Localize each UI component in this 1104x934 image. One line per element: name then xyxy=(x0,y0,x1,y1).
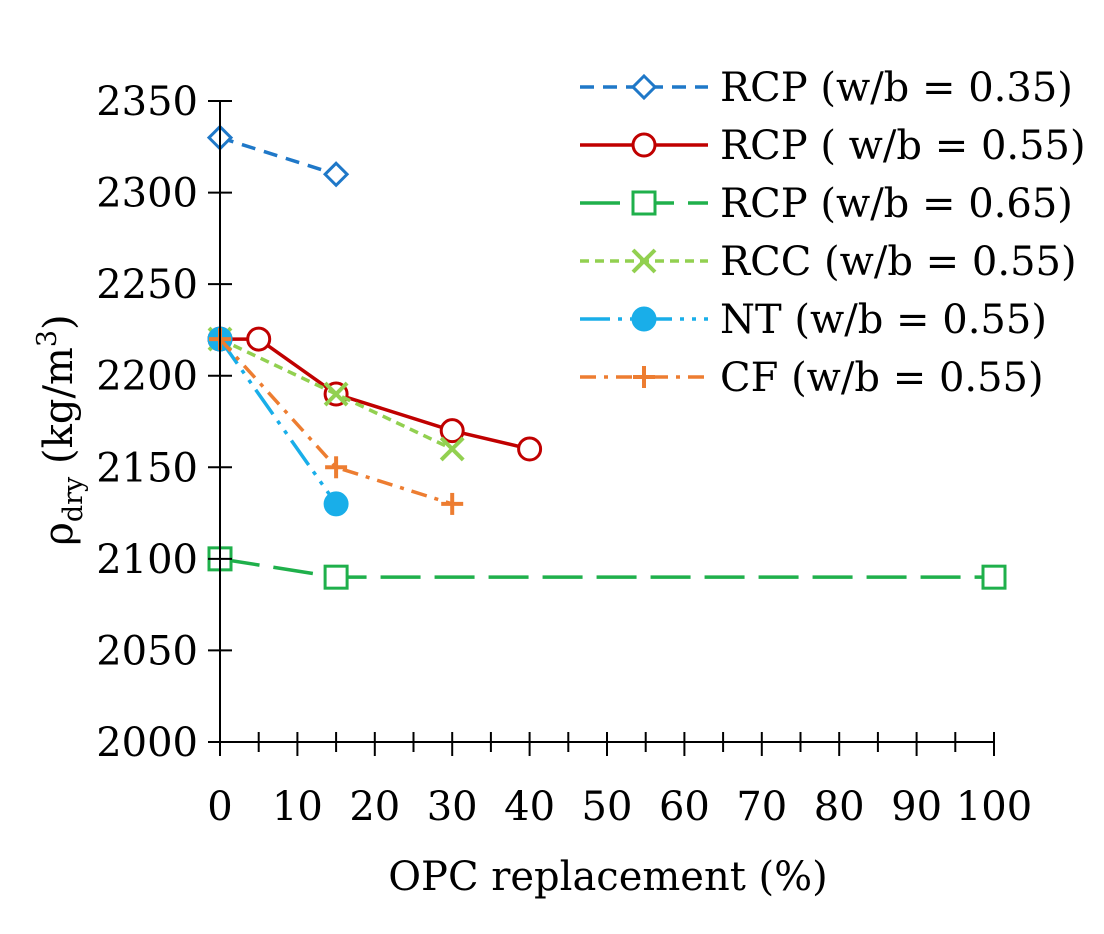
legend-entry: NT (w/b = 0.55) xyxy=(580,297,1047,343)
y-tick-label: 2050 xyxy=(96,628,198,674)
data-point xyxy=(322,161,350,188)
y-axis-label-rho: ρ xyxy=(36,522,82,546)
x-tick-label: 70 xyxy=(736,784,787,830)
y-tick-label: 2200 xyxy=(96,354,198,400)
series-line xyxy=(218,337,453,506)
legend-entry: CF (w/b = 0.55) xyxy=(580,355,1044,401)
marker-circle xyxy=(631,132,657,158)
legend-label: RCP (w/b = 0.65) xyxy=(720,181,1073,227)
y-axis-label-sup: 3 xyxy=(32,330,63,347)
legend-label: CF (w/b = 0.55) xyxy=(720,355,1044,401)
series-4 xyxy=(207,326,349,517)
x-tick-label: 100 xyxy=(956,784,1032,830)
legend-entry: RCP ( w/b = 0.55) xyxy=(580,123,1086,169)
legend-label: RCP ( w/b = 0.55) xyxy=(720,123,1086,169)
data-point xyxy=(323,491,349,517)
legend-label: NT (w/b = 0.55) xyxy=(720,297,1047,343)
marker-square xyxy=(631,190,657,216)
x-tick-label: 60 xyxy=(659,784,710,830)
data-point xyxy=(325,456,348,479)
x-tick-label: 80 xyxy=(814,784,865,830)
x-tick-label: 10 xyxy=(272,784,323,830)
y-axis-label-close: ) xyxy=(36,314,82,330)
y-tick-label: 2250 xyxy=(96,262,198,308)
x-tick-label: 40 xyxy=(504,784,555,830)
x-tick-label: 0 xyxy=(207,784,232,830)
x-tick-label: 30 xyxy=(427,784,478,830)
y-tick-label: 2350 xyxy=(96,79,198,125)
y-tick-label: 2300 xyxy=(96,171,198,217)
y-axis-label: ρdry (kg/m3) xyxy=(32,314,89,545)
series-line xyxy=(219,135,337,176)
marker-x xyxy=(631,248,657,274)
y-axis-label-sub: dry xyxy=(58,476,89,522)
y-tick-label: 2000 xyxy=(96,720,198,766)
data-point xyxy=(981,564,1007,590)
x-tick-label: 20 xyxy=(349,784,400,830)
data-point xyxy=(517,436,543,462)
legend-entry: RCP (w/b = 0.35) xyxy=(580,65,1073,111)
legend-label: RCC (w/b = 0.55) xyxy=(720,239,1077,285)
data-point xyxy=(439,436,465,462)
y-tick-label: 2150 xyxy=(96,445,198,491)
legend-label: RCP (w/b = 0.35) xyxy=(720,65,1073,111)
series-line xyxy=(220,337,531,451)
data-point xyxy=(323,564,349,590)
series-3 xyxy=(207,326,465,462)
legend: RCP (w/b = 0.35) RCP ( w/b = 0.55) RCP (w/… xyxy=(580,65,1086,401)
legend-entry: RCP (w/b = 0.65) xyxy=(580,181,1073,227)
x-axis-label: OPC replacement (%) xyxy=(388,854,828,900)
axes: 2000 2050 2100 2150 2200 2250 2300 2350 0 10 20 30 4… xyxy=(96,79,1032,830)
data-point xyxy=(323,381,349,407)
y-axis-label-unit: (kg/m xyxy=(36,347,82,477)
x-tick-label: 50 xyxy=(582,784,633,830)
marker-plus xyxy=(633,366,655,388)
y-tick-label: 2100 xyxy=(96,537,198,583)
series-0 xyxy=(206,124,350,188)
x-tick-label: 90 xyxy=(891,784,942,830)
data-point xyxy=(441,492,464,515)
marker-filledcircle xyxy=(631,306,657,332)
legend-entry: RCC (w/b = 0.55) xyxy=(580,239,1077,285)
marker-diamond xyxy=(630,73,658,101)
data-point xyxy=(439,418,465,444)
series-2 xyxy=(207,546,1007,590)
series-line xyxy=(218,338,338,505)
data-point xyxy=(246,326,272,352)
